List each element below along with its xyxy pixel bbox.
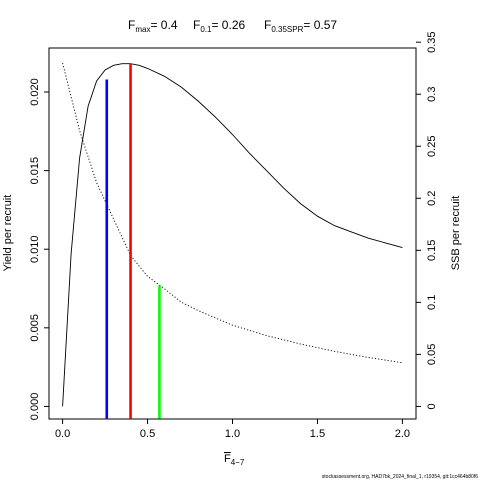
y-left-tick-label: 0.000 <box>29 393 41 421</box>
y-axis-right-label: SSB per recruit <box>450 196 462 271</box>
x-tick-label: 0.5 <box>140 428 155 440</box>
title-fmax-value: = 0.4 <box>150 18 177 32</box>
y-right-tick-label: 0.3 <box>426 87 438 102</box>
x-axis-label-sub: 4−7 <box>231 458 245 467</box>
title-f01-label: F <box>193 18 200 32</box>
title-fmax-label: F <box>128 18 135 32</box>
x-axis-label: F4−7 <box>224 453 245 467</box>
title-fmax-sub: max <box>135 25 150 34</box>
y-right-tick-label: 0.25 <box>426 136 438 157</box>
y-axis-left-label: Yield per recruit <box>2 195 14 272</box>
x-tick-label: 2.0 <box>395 428 410 440</box>
title-f01: F0.1= 0.26 <box>193 18 245 34</box>
yield-per-recruit-line <box>62 63 403 407</box>
title-f01-value: = 0.26 <box>211 18 245 32</box>
y-left-tick-label: 0.005 <box>29 314 41 342</box>
y-right-tick-label: 0.2 <box>426 191 438 206</box>
y-axis-right: 0 0.05 0.1 0.15 0.2 0.25 0.3 0.35 <box>416 31 438 409</box>
y-right-tick-label: 0.05 <box>426 344 438 365</box>
y-axis-left: 0.000 0.005 0.010 0.015 0.020 <box>29 78 49 420</box>
x-tick-label: 1.5 <box>310 428 325 440</box>
x-tick-label: 0.0 <box>55 428 70 440</box>
title-f01-sub: 0.1 <box>200 25 212 34</box>
x-tick-label: 1.0 <box>225 428 240 440</box>
series-layer <box>62 62 403 407</box>
title-fspr-sub: 0.35SPR <box>271 25 303 34</box>
title-fspr-value: = 0.57 <box>303 18 337 32</box>
title-fspr-label: F <box>264 18 271 32</box>
y-left-tick-label: 0.015 <box>29 157 41 185</box>
y-right-tick-label: 0.35 <box>426 31 438 52</box>
y-left-tick-label: 0.020 <box>29 78 41 106</box>
x-axis-label-main: F <box>224 453 231 465</box>
x-axis: 0.0 0.5 1.0 1.5 2.0 <box>55 419 410 440</box>
reference-lines <box>105 63 161 419</box>
title-fspr: F0.35SPR= 0.57 <box>264 18 337 34</box>
title-fmax: Fmax= 0.4 <box>128 18 178 34</box>
y-right-tick-label: 0 <box>426 403 438 409</box>
y-right-tick-label: 0.15 <box>426 240 438 261</box>
y-left-tick-label: 0.010 <box>29 235 41 263</box>
footer-text: stockassessment.org, HAD7bk_2024_final_1… <box>322 474 478 480</box>
y-right-tick-label: 0.1 <box>426 295 438 310</box>
ssb-per-recruit-line <box>62 62 403 364</box>
plot-frame <box>48 47 417 420</box>
